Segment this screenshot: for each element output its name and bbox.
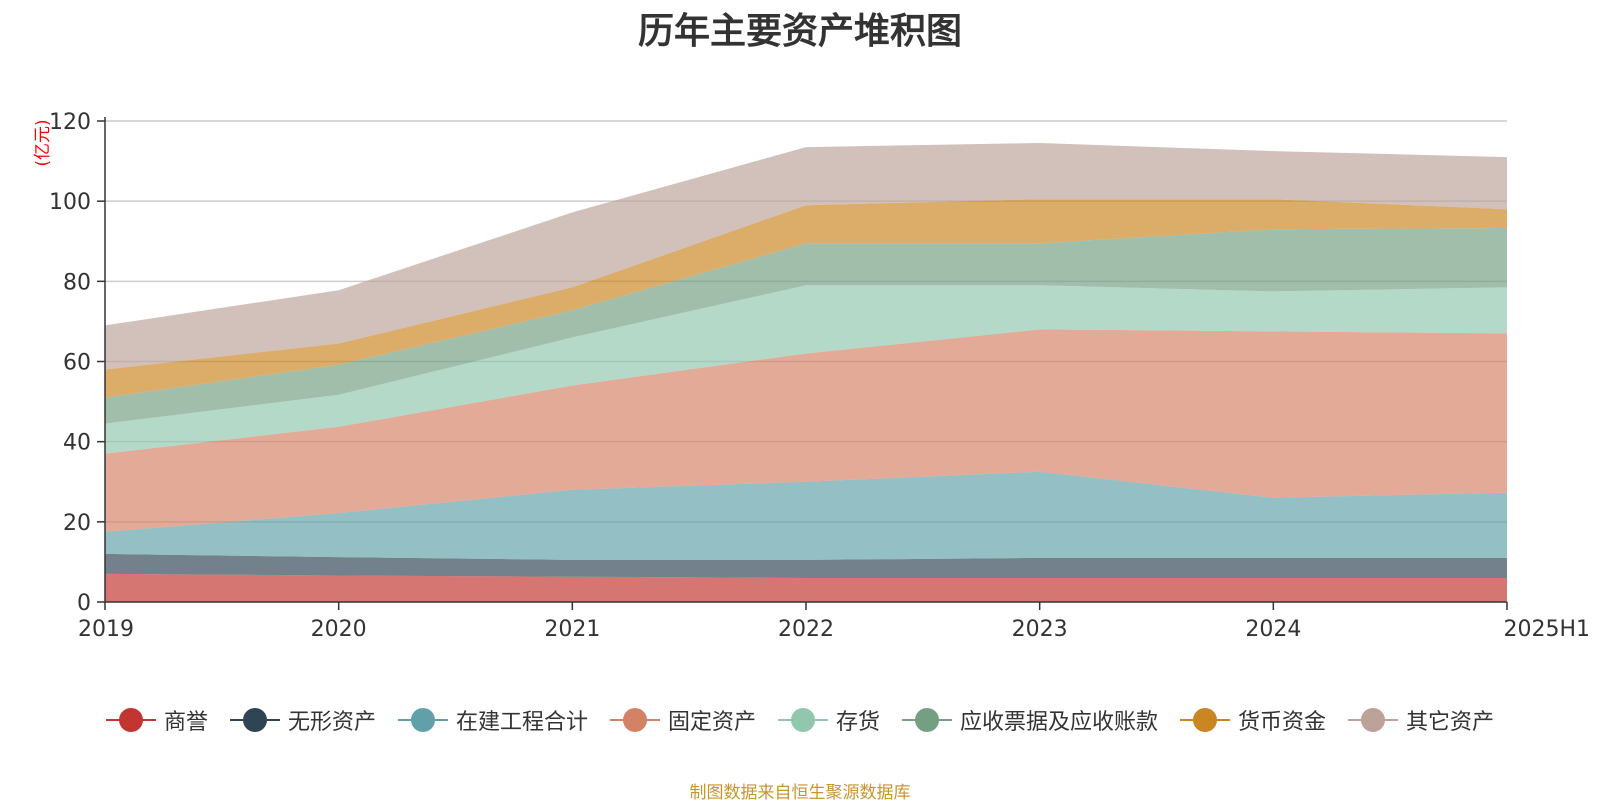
area-series-3	[105, 329, 1507, 532]
legend-label: 存货	[836, 710, 881, 735]
legend-item-7[interactable]: 其它资产	[1348, 704, 1494, 736]
y-tick-label: 80	[63, 270, 91, 295]
legend-item-2[interactable]: 在建工程合计	[397, 704, 588, 736]
x-tick-label: 2022	[778, 617, 834, 642]
legend-marker-icon	[397, 707, 448, 733]
y-tick-label: 120	[49, 110, 91, 135]
y-tick-label: 20	[63, 511, 91, 536]
x-tick-label: 2024	[1245, 617, 1301, 642]
legend-marker-icon	[1348, 707, 1399, 733]
legend-label: 无形资产	[287, 710, 376, 735]
area-series-4	[105, 285, 1507, 454]
y-tick-label: 100	[49, 190, 91, 215]
x-tick-label: 2021	[544, 617, 600, 642]
area-series-7	[105, 143, 1507, 370]
legend: 商誉 无形资产 在建工程合计 固定资产 存货 应收票据及应收账款 货币资金 其它资产	[0, 702, 1600, 738]
area-series-5	[105, 228, 1507, 424]
legend-label: 固定资产	[667, 710, 756, 735]
legend-label: 货币资金	[1238, 710, 1327, 735]
legend-item-0[interactable]: 商誉	[105, 704, 208, 736]
x-tick-label: 2025H1	[1503, 617, 1590, 642]
legend-marker-icon	[609, 707, 660, 733]
legend-item-5[interactable]: 应收票据及应收账款	[902, 704, 1158, 736]
legend-label: 商誉	[163, 710, 208, 735]
legend-marker-icon	[229, 707, 280, 733]
legend-label: 应收票据及应收账款	[960, 710, 1159, 735]
x-tick-label: 2020	[311, 617, 367, 642]
legend-label: 其它资产	[1406, 710, 1495, 735]
legend-label: 在建工程合计	[455, 710, 588, 735]
y-axis-unit-label: (亿元)	[33, 119, 53, 166]
x-tick-label: 2019	[78, 617, 134, 642]
area-series-6	[105, 199, 1507, 398]
legend-marker-icon	[902, 707, 953, 733]
stacked-area-chart: 0 20 40 60 80 100 120 2019 2020 2021 2022 2023 2024 2…	[33, 110, 1590, 642]
chart-title: 历年主要资产堆积图	[637, 11, 962, 52]
legend-marker-icon	[1180, 707, 1231, 733]
legend-item-1[interactable]: 无形资产	[229, 704, 376, 736]
y-tick-label: 60	[63, 351, 91, 376]
legend-item-6[interactable]: 货币资金	[1180, 704, 1326, 736]
y-tick-label: 0	[77, 591, 91, 616]
area-series-2	[105, 471, 1507, 560]
data-source-note: 制图数据来自恒生聚源数据库	[689, 783, 911, 803]
x-tick-label: 2023	[1012, 617, 1068, 642]
area-layers	[105, 143, 1507, 602]
legend-item-4[interactable]: 存货	[778, 704, 880, 736]
area-series-1	[105, 553, 1507, 578]
area-series-0	[105, 573, 1507, 602]
y-tick-label: 40	[63, 431, 91, 456]
axes: 0 20 40 60 80 100 120 2019 2020 2021 2022 2023 2024 2…	[49, 110, 1590, 642]
legend-item-3[interactable]: 固定资产	[609, 704, 756, 736]
legend-marker-icon	[105, 707, 156, 733]
legend-marker-icon	[778, 707, 828, 733]
